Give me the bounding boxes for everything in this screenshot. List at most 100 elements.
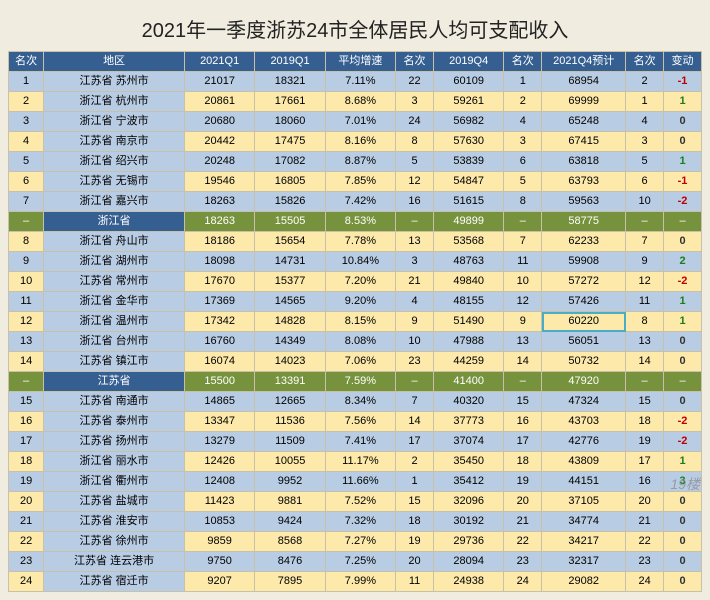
q1b: 14731 <box>255 252 325 272</box>
change: 0 <box>664 492 702 512</box>
forecast: 68954 <box>542 72 626 92</box>
table-row: 18浙江省 丽水市124261005511.17%235450184380917… <box>9 452 702 472</box>
table-row: 13浙江省 台州市16760143498.08%1047988135605113… <box>9 332 702 352</box>
q4: 53568 <box>433 232 503 252</box>
q4: 41400 <box>433 372 503 392</box>
region: 江苏省 盐城市 <box>44 492 185 512</box>
q1b: 17661 <box>255 92 325 112</box>
growth: 7.99% <box>325 572 395 592</box>
region: 浙江省 衢州市 <box>44 472 185 492</box>
q1a: 14865 <box>184 392 254 412</box>
rank3: 5 <box>504 172 542 192</box>
table-row: 16江苏省 泰州市13347115367.56%1437773164370318… <box>9 412 702 432</box>
forecast: 32317 <box>542 552 626 572</box>
growth: 8.34% <box>325 392 395 412</box>
growth: 11.66% <box>325 472 395 492</box>
rank2: 12 <box>396 172 434 192</box>
growth: 7.56% <box>325 412 395 432</box>
rank4: – <box>626 372 664 392</box>
rank: 4 <box>9 132 44 152</box>
rank3: 19 <box>504 472 542 492</box>
change: -2 <box>664 192 702 212</box>
rank3: 7 <box>504 232 542 252</box>
table-row: 12浙江省 温州市17342148288.15%95149096022081 <box>9 312 702 332</box>
growth: 7.32% <box>325 512 395 532</box>
region: 浙江省 湖州市 <box>44 252 185 272</box>
change: -1 <box>664 72 702 92</box>
rank: 18 <box>9 452 44 472</box>
table-row: 21江苏省 淮安市1085394247.32%18301922134774210 <box>9 512 702 532</box>
rank2: 20 <box>396 552 434 572</box>
table-row: 5浙江省 绍兴市20248170828.87%55383966381851 <box>9 152 702 172</box>
q1a: 9750 <box>184 552 254 572</box>
rank2: 4 <box>396 292 434 312</box>
growth: 7.27% <box>325 532 395 552</box>
rank3: 11 <box>504 252 542 272</box>
q1b: 10055 <box>255 452 325 472</box>
rank2: 3 <box>396 92 434 112</box>
q1b: 15377 <box>255 272 325 292</box>
table-row: 19浙江省 衢州市12408995211.66%1354121944151163 <box>9 472 702 492</box>
q4: 37074 <box>433 432 503 452</box>
region: 江苏省 宿迁市 <box>44 572 185 592</box>
q4: 24938 <box>433 572 503 592</box>
rank4: 23 <box>626 552 664 572</box>
forecast: 44151 <box>542 472 626 492</box>
rank: 20 <box>9 492 44 512</box>
region: 江苏省 常州市 <box>44 272 185 292</box>
rank: 3 <box>9 112 44 132</box>
q1b: 11536 <box>255 412 325 432</box>
table-row: 20江苏省 盐城市1142398817.52%15320962037105200 <box>9 492 702 512</box>
forecast: 43703 <box>542 412 626 432</box>
rank4: 22 <box>626 532 664 552</box>
rank: 5 <box>9 152 44 172</box>
rank4: 15 <box>626 392 664 412</box>
region: 江苏省 南京市 <box>44 132 185 152</box>
q4: 48155 <box>433 292 503 312</box>
rank3: 4 <box>504 112 542 132</box>
forecast: 34774 <box>542 512 626 532</box>
watermark: 19楼 <box>670 474 700 494</box>
rank4: 5 <box>626 152 664 172</box>
rank4: 21 <box>626 512 664 532</box>
change: -1 <box>664 172 702 192</box>
growth: 7.20% <box>325 272 395 292</box>
table-row: 24江苏省 宿迁市920778957.99%11249382429082240 <box>9 572 702 592</box>
change: 1 <box>664 152 702 172</box>
region: 江苏省 连云港市 <box>44 552 185 572</box>
forecast: 29082 <box>542 572 626 592</box>
rank: 9 <box>9 252 44 272</box>
table-row: 10江苏省 常州市17670153777.20%2149840105727212… <box>9 272 702 292</box>
q4: 30192 <box>433 512 503 532</box>
region: 江苏省 扬州市 <box>44 432 185 452</box>
q1b: 12665 <box>255 392 325 412</box>
change: -2 <box>664 432 702 452</box>
rank2: 11 <box>396 572 434 592</box>
change: – <box>664 212 702 232</box>
change: 0 <box>664 332 702 352</box>
rank4: 4 <box>626 112 664 132</box>
rank: 16 <box>9 412 44 432</box>
q1b: 9952 <box>255 472 325 492</box>
q4: 49840 <box>433 272 503 292</box>
rank2: 5 <box>396 152 434 172</box>
table-row: 4江苏省 南京市20442174758.16%85763036741530 <box>9 132 702 152</box>
q4: 60109 <box>433 72 503 92</box>
rank4: 24 <box>626 572 664 592</box>
q1a: 17369 <box>184 292 254 312</box>
table-row: 14江苏省 镇江市16074140237.06%2344259145073214… <box>9 352 702 372</box>
region: 江苏省 淮安市 <box>44 512 185 532</box>
forecast: 43809 <box>542 452 626 472</box>
forecast: 69999 <box>542 92 626 112</box>
forecast: 57272 <box>542 272 626 292</box>
table-row: 6江苏省 无锡市19546168057.85%12548475637936-1 <box>9 172 702 192</box>
rank: 14 <box>9 352 44 372</box>
table-row: 17江苏省 扬州市13279115097.41%1737074174277619… <box>9 432 702 452</box>
rank4: 20 <box>626 492 664 512</box>
q1b: 14828 <box>255 312 325 332</box>
forecast: 56051 <box>542 332 626 352</box>
rank2: 8 <box>396 132 434 152</box>
col-header: 地区 <box>44 52 185 72</box>
table-row: 8浙江省 舟山市18186156547.78%135356876223370 <box>9 232 702 252</box>
rank: 22 <box>9 532 44 552</box>
